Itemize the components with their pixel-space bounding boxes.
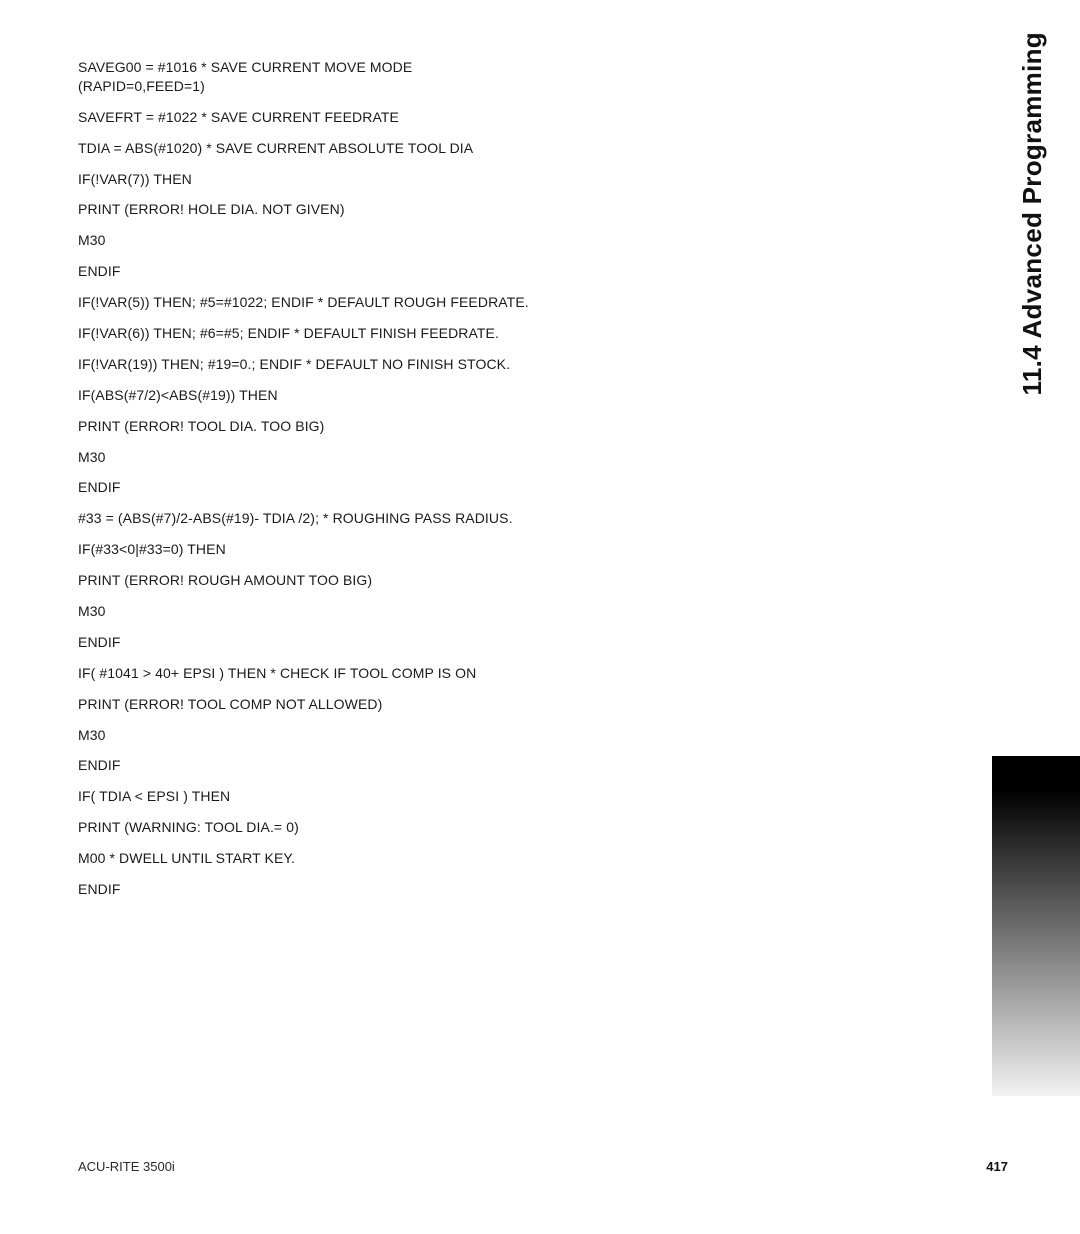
code-line: SAVEG00 = #1016 * SAVE CURRENT MOVE MODE… — [78, 58, 458, 96]
code-line: IF( TDIA < EPSI ) THEN — [78, 787, 878, 806]
code-line: PRINT (ERROR! TOOL DIA. TOO BIG) — [78, 417, 878, 436]
code-line: TDIA = ABS(#1020) * SAVE CURRENT ABSOLUT… — [78, 139, 878, 158]
code-line: PRINT (ERROR! HOLE DIA. NOT GIVEN) — [78, 200, 878, 219]
code-line: IF(ABS(#7/2)<ABS(#19)) THEN — [78, 386, 878, 405]
code-line: IF(!VAR(7)) THEN — [78, 170, 878, 189]
code-line: M00 * DWELL UNTIL START KEY. — [78, 849, 878, 868]
code-line: M30 — [78, 231, 878, 250]
code-line: IF(#33<0|#33=0) THEN — [78, 540, 878, 559]
code-line: ENDIF — [78, 633, 878, 652]
code-line: IF(!VAR(19)) THEN; #19=0.; ENDIF * DEFAU… — [78, 355, 878, 374]
code-line: M30 — [78, 726, 878, 745]
footer-product: ACU-RITE 3500i — [78, 1159, 175, 1174]
code-line: M30 — [78, 448, 878, 467]
code-block: SAVEG00 = #1016 * SAVE CURRENT MOVE MODE… — [78, 58, 878, 911]
code-line: #33 = (ABS(#7)/2-ABS(#19)- TDIA /2); * R… — [78, 509, 878, 528]
code-line: ENDIF — [78, 756, 878, 775]
code-line: SAVEFRT = #1022 * SAVE CURRENT FEEDRATE — [78, 108, 878, 127]
page-footer: ACU-RITE 3500i 417 — [78, 1159, 1008, 1174]
code-line: ENDIF — [78, 478, 878, 497]
code-line: IF(!VAR(6)) THEN; #6=#5; ENDIF * DEFAULT… — [78, 324, 878, 343]
thumb-gradient-bar — [992, 756, 1080, 1096]
code-line: ENDIF — [78, 880, 878, 899]
code-line: PRINT (WARNING: TOOL DIA.= 0) — [78, 818, 878, 837]
section-title: 11.4 Advanced Programming — [1017, 32, 1048, 395]
footer-page-number: 417 — [986, 1159, 1008, 1174]
code-line: PRINT (ERROR! TOOL COMP NOT ALLOWED) — [78, 695, 878, 714]
page: 11.4 Advanced Programming SAVEG00 = #101… — [0, 0, 1080, 1234]
code-line: M30 — [78, 602, 878, 621]
code-line: ENDIF — [78, 262, 878, 281]
code-line: IF(!VAR(5)) THEN; #5=#1022; ENDIF * DEFA… — [78, 293, 878, 312]
code-line: PRINT (ERROR! ROUGH AMOUNT TOO BIG) — [78, 571, 878, 590]
code-line: IF( #1041 > 40+ EPSI ) THEN * CHECK IF T… — [78, 664, 878, 683]
